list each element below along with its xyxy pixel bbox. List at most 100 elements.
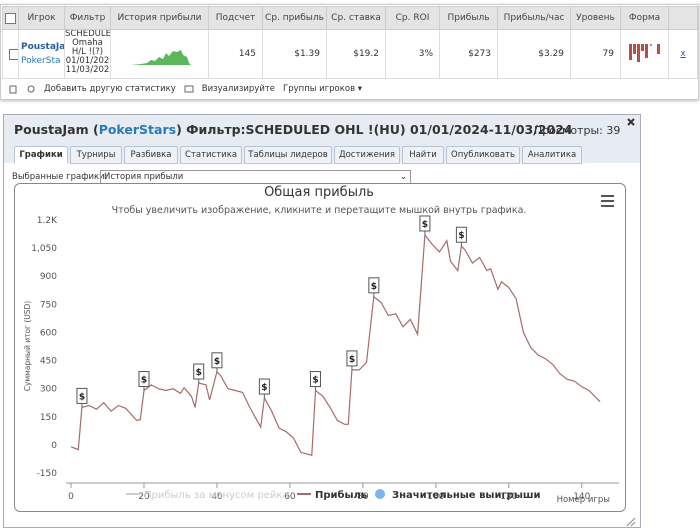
x-axis-label: Номер игры <box>557 495 610 505</box>
flag-label: $ <box>196 368 202 378</box>
select-label: Выбранные графики: <box>12 172 108 182</box>
chart-title: Общая прибыль <box>264 185 374 200</box>
column-header: Ср. ставка <box>326 6 386 30</box>
column-header: Форма <box>620 6 669 30</box>
avg-stake: $19.2 <box>326 29 386 79</box>
flag-label: $ <box>214 357 220 367</box>
flag-label: $ <box>79 392 85 402</box>
y-tick-label: 300 <box>40 385 57 395</box>
x-tick-label: 20 <box>138 492 150 502</box>
toolbar: Добавить другую статистику Визуализируйт… <box>8 82 362 96</box>
chart-subtitle: Чтобы увеличить изображение, кликните и … <box>112 205 527 216</box>
close-button[interactable] <box>626 117 636 127</box>
add-stat[interactable]: Добавить другую статистику <box>44 84 176 94</box>
title-player: PoustaJam ( <box>14 122 99 137</box>
profit-hour: $3.29 <box>497 29 571 79</box>
visualize[interactable]: Визуализируйте <box>201 84 276 94</box>
y-tick-label: 750 <box>40 300 57 310</box>
x-tick-label: 100 <box>427 492 444 502</box>
column-header: Фильтр <box>64 6 111 30</box>
flag-label: $ <box>312 376 318 386</box>
tab[interactable]: Таблицы лидеров <box>244 146 332 164</box>
flag-label: $ <box>261 383 267 393</box>
y-tick-label: 600 <box>40 328 57 338</box>
big-win-flag <box>419 215 431 232</box>
y-tick-label: 0 <box>51 441 57 451</box>
x-tick-label: 40 <box>211 492 223 502</box>
column-header: Прибыль/час <box>497 6 571 30</box>
x-tick-label: 140 <box>573 492 590 502</box>
tab[interactable]: Аналитика <box>522 146 582 164</box>
filter-line: H/L !(?) <box>71 47 104 57</box>
tab[interactable]: Опубликовать <box>446 146 520 164</box>
column-header: Ср. прибыль <box>262 6 327 30</box>
select-all[interactable] <box>2 6 19 30</box>
flag-label: $ <box>371 282 377 292</box>
column-header-blank <box>668 6 698 30</box>
groups[interactable]: Группы игроков ▾ <box>283 84 363 94</box>
profit: $273 <box>439 29 498 79</box>
title-site[interactable]: PokerStars <box>98 122 177 137</box>
menu-icon[interactable] <box>601 195 614 207</box>
sparkline <box>131 49 191 65</box>
big-win-flag <box>76 387 88 404</box>
data-row: PoustaJa PokerSta SCHEDULEDOmahaH/L !(?)0… <box>2 29 698 79</box>
flag-label: $ <box>141 376 147 386</box>
stats-table: Игрок Фильтр История прибыли Подсчет Ср. при… <box>2 6 698 79</box>
chart-icon <box>184 85 194 93</box>
big-win-flag <box>309 371 321 388</box>
sparkline-area <box>131 49 191 65</box>
select-value: История прибыли <box>104 172 184 182</box>
resize-handle[interactable] <box>626 517 636 527</box>
column-header: Подсчет <box>208 6 263 30</box>
chart: Общая прибыль Чтобы увеличить изображени… <box>23 185 619 505</box>
trash-icon[interactable] <box>8 84 18 94</box>
count: 145 <box>208 29 263 79</box>
form <box>620 29 669 79</box>
x-tick-label: 120 <box>500 492 517 502</box>
legend-symbol <box>375 489 385 499</box>
x-tick-label: 0 <box>68 492 74 502</box>
flag-label: $ <box>422 220 428 230</box>
tab[interactable]: Разбивка <box>124 146 178 164</box>
tab[interactable]: Турниры <box>70 146 122 164</box>
legend-label[interactable]: Прибыль за минусом рейка <box>144 490 289 501</box>
legend-label[interactable]: Прибыль <box>315 489 367 501</box>
filter-line: SCHEDULED <box>65 29 111 39</box>
y-tick-label: -150 <box>37 469 58 479</box>
column-header: Игрок <box>18 6 65 30</box>
chart-select[interactable]: История прибыли ⌄ <box>100 170 411 184</box>
tab[interactable]: Графики <box>14 146 68 164</box>
avg-roi: 3% <box>385 29 440 79</box>
select-arrow: ⌄ <box>399 172 407 182</box>
big-win-flag <box>346 350 358 367</box>
y-tick-label: 450 <box>40 357 57 367</box>
panel-title: PoustaJam (PokerStars) Фильтр:SCHEDULED … <box>14 122 573 137</box>
link-icon[interactable] <box>26 84 36 94</box>
level: 79 <box>570 29 621 79</box>
x-tick-label: 60 <box>284 492 296 502</box>
tab[interactable]: Статистика <box>180 146 242 164</box>
title-filter: ) Фильтр:SCHEDULED OHL !(HU) 01/01/2024-… <box>176 122 573 137</box>
big-win-flag <box>258 378 270 395</box>
player[interactable]: PoustaJa <box>21 42 65 52</box>
y-axis-label: Суммарный итог (USD) <box>23 301 32 392</box>
big-win-flag <box>193 363 205 380</box>
filter-line: 01/01/202 <box>65 56 110 66</box>
filter-line: Omaha <box>72 38 103 48</box>
flag-label: $ <box>458 231 464 241</box>
tab[interactable]: Найти <box>402 146 444 164</box>
flag-label: $ <box>349 355 355 365</box>
column-header: Прибыль <box>439 6 498 30</box>
profit-line <box>70 233 601 456</box>
remove[interactable]: x <box>668 29 698 79</box>
site[interactable]: PokerSta <box>21 56 61 66</box>
x-tick-label: 80 <box>357 492 369 502</box>
chart-frame <box>14 183 626 512</box>
column-header: История прибыли <box>110 6 209 30</box>
row-check[interactable] <box>2 29 19 79</box>
legend-label[interactable]: Значительные выигрыши <box>392 490 541 501</box>
filter-line: 11/03/202 <box>65 65 110 75</box>
tab[interactable]: Достижения <box>334 146 400 164</box>
